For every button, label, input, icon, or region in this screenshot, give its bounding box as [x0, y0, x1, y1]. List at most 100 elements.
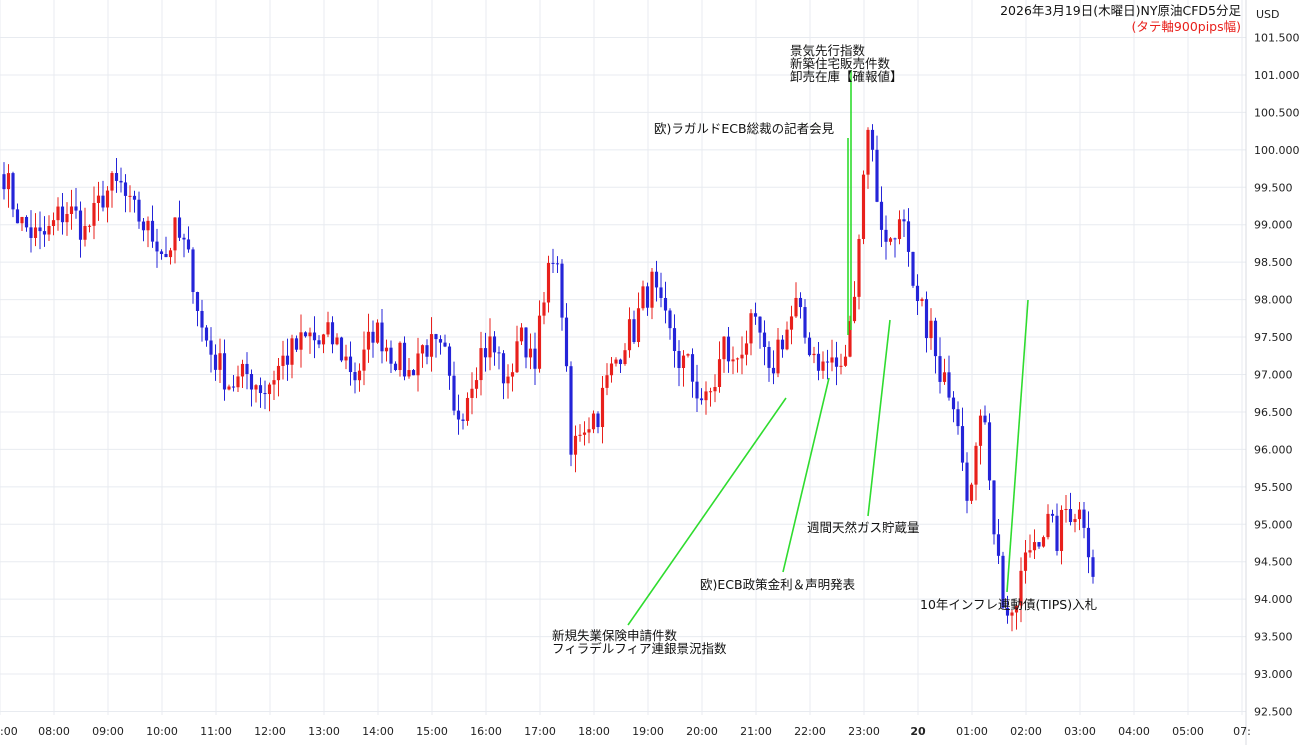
- candle-body: [506, 376, 510, 384]
- candle-body: [33, 227, 38, 238]
- candle-body: [798, 297, 803, 308]
- candle-body: [731, 359, 735, 362]
- time-tick-label: 13:00: [308, 725, 340, 738]
- candle-body: [1059, 509, 1064, 551]
- chart-title: 2026年3月19日(木曜日)NY原油CFD5分足: [1000, 3, 1241, 18]
- candle-body: [650, 271, 654, 308]
- price-tick-label: 99.500: [1254, 181, 1293, 194]
- candle-body: [348, 356, 353, 373]
- candle-body: [155, 241, 159, 252]
- candle-body: [969, 484, 974, 501]
- price-axis: 92.500 93.000 93.500 94.000 94.500 95.000 95.5…: [1254, 32, 1300, 719]
- candle-body: [749, 313, 753, 344]
- candle-body: [452, 375, 456, 411]
- time-tick-label: 17:00: [524, 725, 556, 738]
- candle-body: [888, 238, 893, 242]
- candle-body: [245, 363, 249, 374]
- candle-body: [906, 221, 911, 252]
- candle-body: [866, 129, 870, 175]
- candle-body: [456, 410, 461, 420]
- candle-body: [699, 398, 704, 401]
- candle-body: [416, 353, 420, 376]
- candle-body: [528, 348, 533, 358]
- candle-body: [168, 250, 173, 258]
- candle-body: [60, 206, 65, 223]
- candle-body: [717, 359, 722, 387]
- candle-body: [762, 332, 767, 347]
- candle-body: [834, 357, 839, 367]
- candle-body: [317, 340, 321, 345]
- candle-body: [123, 182, 128, 196]
- candle-body: [488, 336, 492, 358]
- candle-body: [83, 226, 87, 240]
- candle-body: [623, 350, 627, 365]
- candle-body: [996, 534, 1001, 556]
- candle-body: [600, 387, 605, 428]
- candle-body: [105, 190, 110, 208]
- candle-body: [974, 445, 978, 485]
- candle-body: [951, 397, 956, 410]
- candle-body: [884, 229, 888, 242]
- candle-body: [807, 337, 812, 356]
- candle-body: [227, 386, 231, 390]
- candle-body: [735, 358, 740, 360]
- candle-body: [533, 348, 537, 369]
- candle-body: [218, 353, 222, 370]
- candle-body: [987, 422, 992, 481]
- price-tick-label: 93.500: [1254, 631, 1293, 644]
- candle-body: [119, 180, 123, 183]
- candle-body: [789, 316, 794, 330]
- candle-body: [384, 347, 389, 352]
- annotation-label: 卸売在庫【確報値】: [790, 69, 903, 84]
- candle-body: [618, 359, 623, 365]
- annotation-labels: 景気先行指数新築住宅販売件数卸売在庫【確報値】欧)ラガルドECB総裁の記者会見新…: [552, 43, 1097, 656]
- candle-body: [632, 319, 636, 343]
- candle-body: [722, 336, 726, 360]
- price-tick-label: 100.500: [1254, 106, 1300, 119]
- candle-body: [447, 346, 452, 376]
- annotation-line: [627, 397, 787, 626]
- candle-body: [47, 225, 51, 235]
- candle-body: [222, 353, 227, 390]
- candle-body: [146, 220, 150, 231]
- candle-body: [474, 380, 479, 389]
- candle-body: [51, 220, 56, 226]
- candle-body: [960, 426, 965, 463]
- candle-body: [1077, 509, 1082, 520]
- candle-body: [992, 480, 996, 535]
- candle-body: [947, 372, 951, 398]
- candle-body: [285, 355, 290, 365]
- time-tick-label: 08:00: [38, 725, 70, 738]
- candle-body: [978, 415, 983, 446]
- annotation-label: 新規失業保険申請件数: [552, 628, 678, 643]
- candle-body: [87, 225, 92, 227]
- annotation-label: 欧)ラガルドECB総裁の記者会見: [654, 121, 835, 136]
- candle-body: [263, 393, 267, 395]
- candle-body: [879, 201, 884, 230]
- price-tick-label: 94.500: [1254, 556, 1293, 569]
- time-tick-label: 18:00: [578, 725, 610, 738]
- candle-body: [695, 381, 699, 399]
- candle-body: [182, 237, 186, 240]
- candle-body: [249, 373, 254, 390]
- candle-body: [663, 297, 668, 311]
- candle-body: [434, 334, 438, 340]
- candle-body: [569, 366, 573, 455]
- candle-body: [312, 332, 317, 341]
- candle-body: [875, 149, 879, 202]
- candle-body: [173, 217, 177, 251]
- time-tick-label: 22:00: [794, 725, 826, 738]
- candle-body: [1082, 509, 1086, 528]
- candle-body: [870, 129, 875, 150]
- candle-body: [308, 332, 312, 337]
- candle-body: [344, 356, 348, 361]
- candle-body: [645, 286, 650, 308]
- candle-body: [587, 429, 591, 433]
- candle-body: [425, 345, 429, 357]
- candle-body: [573, 435, 578, 455]
- time-tick-label: 02:00: [1010, 725, 1042, 738]
- candle-body: [299, 332, 303, 350]
- candle-body: [357, 370, 362, 381]
- candle-body: [515, 341, 519, 373]
- candle-body: [924, 299, 929, 339]
